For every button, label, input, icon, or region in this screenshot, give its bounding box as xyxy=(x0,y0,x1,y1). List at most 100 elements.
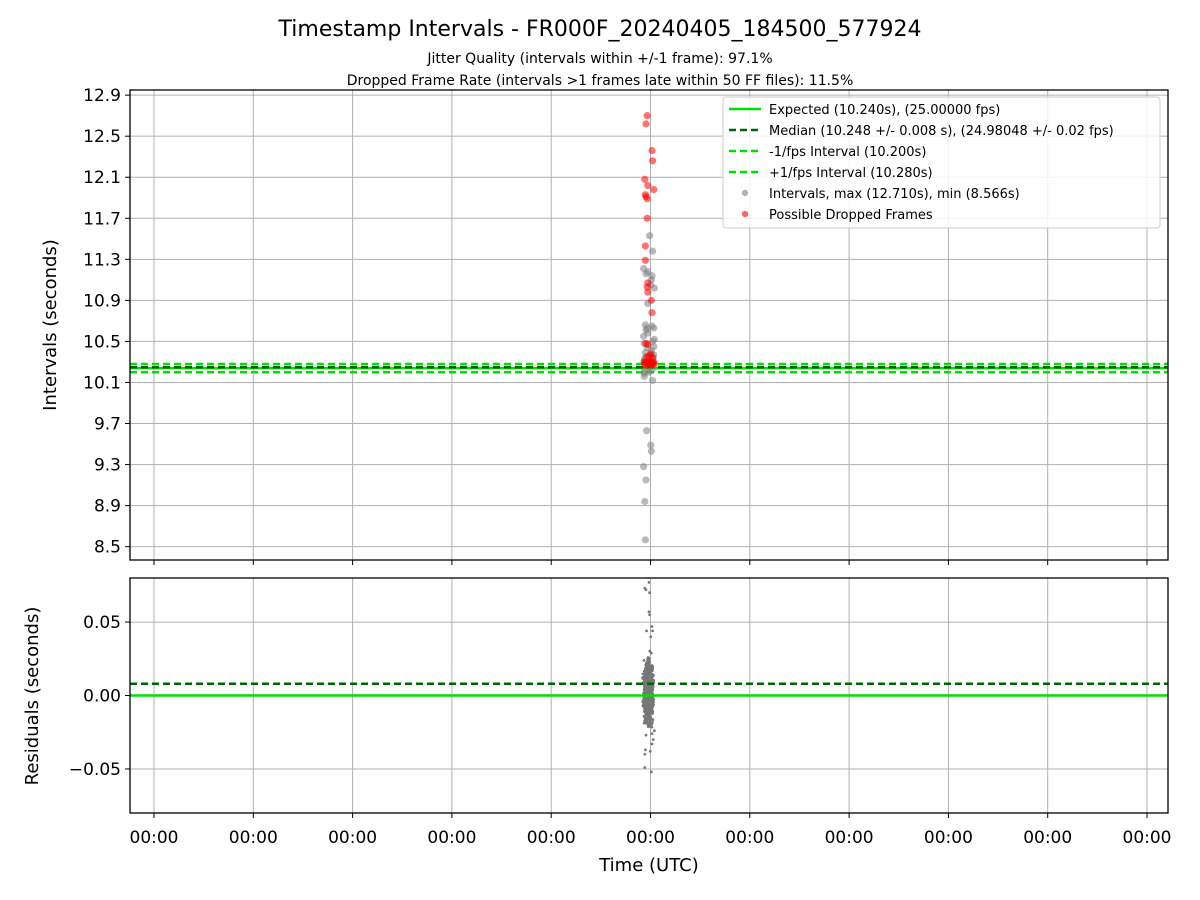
residual-point xyxy=(651,738,655,741)
interval-point xyxy=(640,463,648,471)
x-tick-label: 00:00 xyxy=(130,828,179,848)
y-tick-label: 0.05 xyxy=(83,613,121,633)
dropped-frame-point xyxy=(643,112,651,120)
interval-point xyxy=(650,335,659,343)
residual-point xyxy=(647,610,651,614)
y-tick-label: 12.1 xyxy=(83,168,121,188)
residual-point xyxy=(642,698,645,702)
dropped-frame-point xyxy=(642,120,650,128)
residual-point xyxy=(649,635,653,639)
dropped-frame-point xyxy=(644,340,652,349)
residual-point xyxy=(652,678,656,682)
residual-point xyxy=(643,714,647,718)
residual-point xyxy=(648,723,652,727)
dropped-frame-point xyxy=(650,360,659,368)
x-tick-label: 00:00 xyxy=(924,828,973,848)
y-tick-label: 9.3 xyxy=(94,456,121,476)
intervals-x-ticks xyxy=(153,560,1148,565)
legend-label-intervals: Intervals, max (12.710s), min (8.566s) xyxy=(769,187,1020,202)
dropped-frame-point xyxy=(644,181,652,190)
x-tick-label: 00:00 xyxy=(626,828,675,848)
legend-label-expected: Expected (10.240s), (25.00000 fps) xyxy=(769,103,1000,118)
dropped-frame-point xyxy=(643,195,651,203)
x-tick-label: 00:00 xyxy=(527,828,576,848)
chart-subtitle-jitter: Jitter Quality (intervals within +/-1 fr… xyxy=(426,51,772,67)
interval-point xyxy=(646,232,654,240)
residual-point xyxy=(648,675,651,679)
residual-point xyxy=(646,690,650,694)
residual-point xyxy=(648,720,651,724)
residual-point xyxy=(651,673,655,677)
residual-point xyxy=(649,651,653,655)
chart-subtitle-dropped: Dropped Frame Rate (intervals >1 frames … xyxy=(347,73,854,89)
legend-label-plus-fps: +1/fps Interval (10.280s) xyxy=(769,166,933,181)
dropped-frame-point xyxy=(641,256,650,264)
y-tick-label: 10.1 xyxy=(83,373,121,393)
y-tick-label: 0.00 xyxy=(83,687,121,707)
residual-point xyxy=(647,705,651,709)
dropped-frame-point xyxy=(648,309,656,317)
y-tick-label: 12.5 xyxy=(83,127,121,147)
chart-title: Timestamp Intervals - FR000F_20240405_18… xyxy=(278,17,922,42)
residual-point xyxy=(644,748,647,752)
dropped-frame-point xyxy=(641,175,649,183)
residual-point xyxy=(646,703,649,707)
residual-point xyxy=(647,581,651,584)
intervals-points xyxy=(640,112,659,544)
legend-marker-intervals xyxy=(741,189,749,197)
residuals-reference-lines xyxy=(130,682,1168,697)
x-tick-label: 00:00 xyxy=(725,828,774,848)
residual-point xyxy=(650,770,653,774)
dropped-frame-point xyxy=(641,242,650,250)
y-tick-label: 9.7 xyxy=(94,415,121,435)
residual-point xyxy=(650,742,654,746)
residual-point xyxy=(650,721,654,724)
residuals-points xyxy=(641,581,656,774)
legend-marker-dropped xyxy=(741,210,749,218)
residual-point xyxy=(651,704,655,708)
residual-point xyxy=(647,667,651,671)
residual-point xyxy=(650,696,654,700)
residual-point xyxy=(650,711,654,715)
x-tick-label: 00:00 xyxy=(1023,828,1072,848)
residuals-y-axis-label: Residuals (seconds) xyxy=(22,607,43,786)
interval-point xyxy=(642,476,650,484)
residual-point xyxy=(649,700,653,704)
dropped-frame-point xyxy=(650,185,658,194)
residual-point xyxy=(646,656,650,659)
residual-point xyxy=(646,685,650,689)
residual-point xyxy=(649,716,652,720)
interval-point xyxy=(650,324,658,332)
interval-point xyxy=(641,536,650,544)
y-tick-label: 10.9 xyxy=(83,291,121,311)
residual-point xyxy=(645,676,649,680)
residual-point xyxy=(653,729,656,733)
residual-point xyxy=(643,766,647,769)
dropped-frame-point xyxy=(643,214,651,222)
legend-label-dropped: Possible Dropped Frames xyxy=(769,208,933,223)
interval-point xyxy=(647,447,656,455)
dropped-frame-point xyxy=(648,146,656,155)
residual-point xyxy=(645,673,649,677)
y-tick-label: 8.5 xyxy=(94,538,121,558)
residual-point xyxy=(648,708,651,712)
residual-point xyxy=(650,669,654,673)
residual-point xyxy=(645,710,649,714)
residual-point xyxy=(648,661,651,664)
y-tick-label: 8.9 xyxy=(94,497,121,517)
intervals-y-axis-label: Intervals (seconds) xyxy=(40,239,61,411)
residual-point xyxy=(642,691,646,695)
x-tick-label: 00:00 xyxy=(427,828,476,848)
legend-label-minus-fps: -1/fps Interval (10.200s) xyxy=(769,145,926,160)
intervals-plot-frame xyxy=(129,89,1169,561)
residual-point xyxy=(649,667,653,670)
dropped-frame-point xyxy=(647,296,656,304)
interval-point xyxy=(641,321,650,329)
residual-point xyxy=(644,668,647,671)
interval-point xyxy=(647,441,655,449)
residual-point xyxy=(642,721,646,725)
residual-point xyxy=(647,688,651,692)
residual-point xyxy=(644,733,648,737)
residual-point xyxy=(644,588,648,592)
